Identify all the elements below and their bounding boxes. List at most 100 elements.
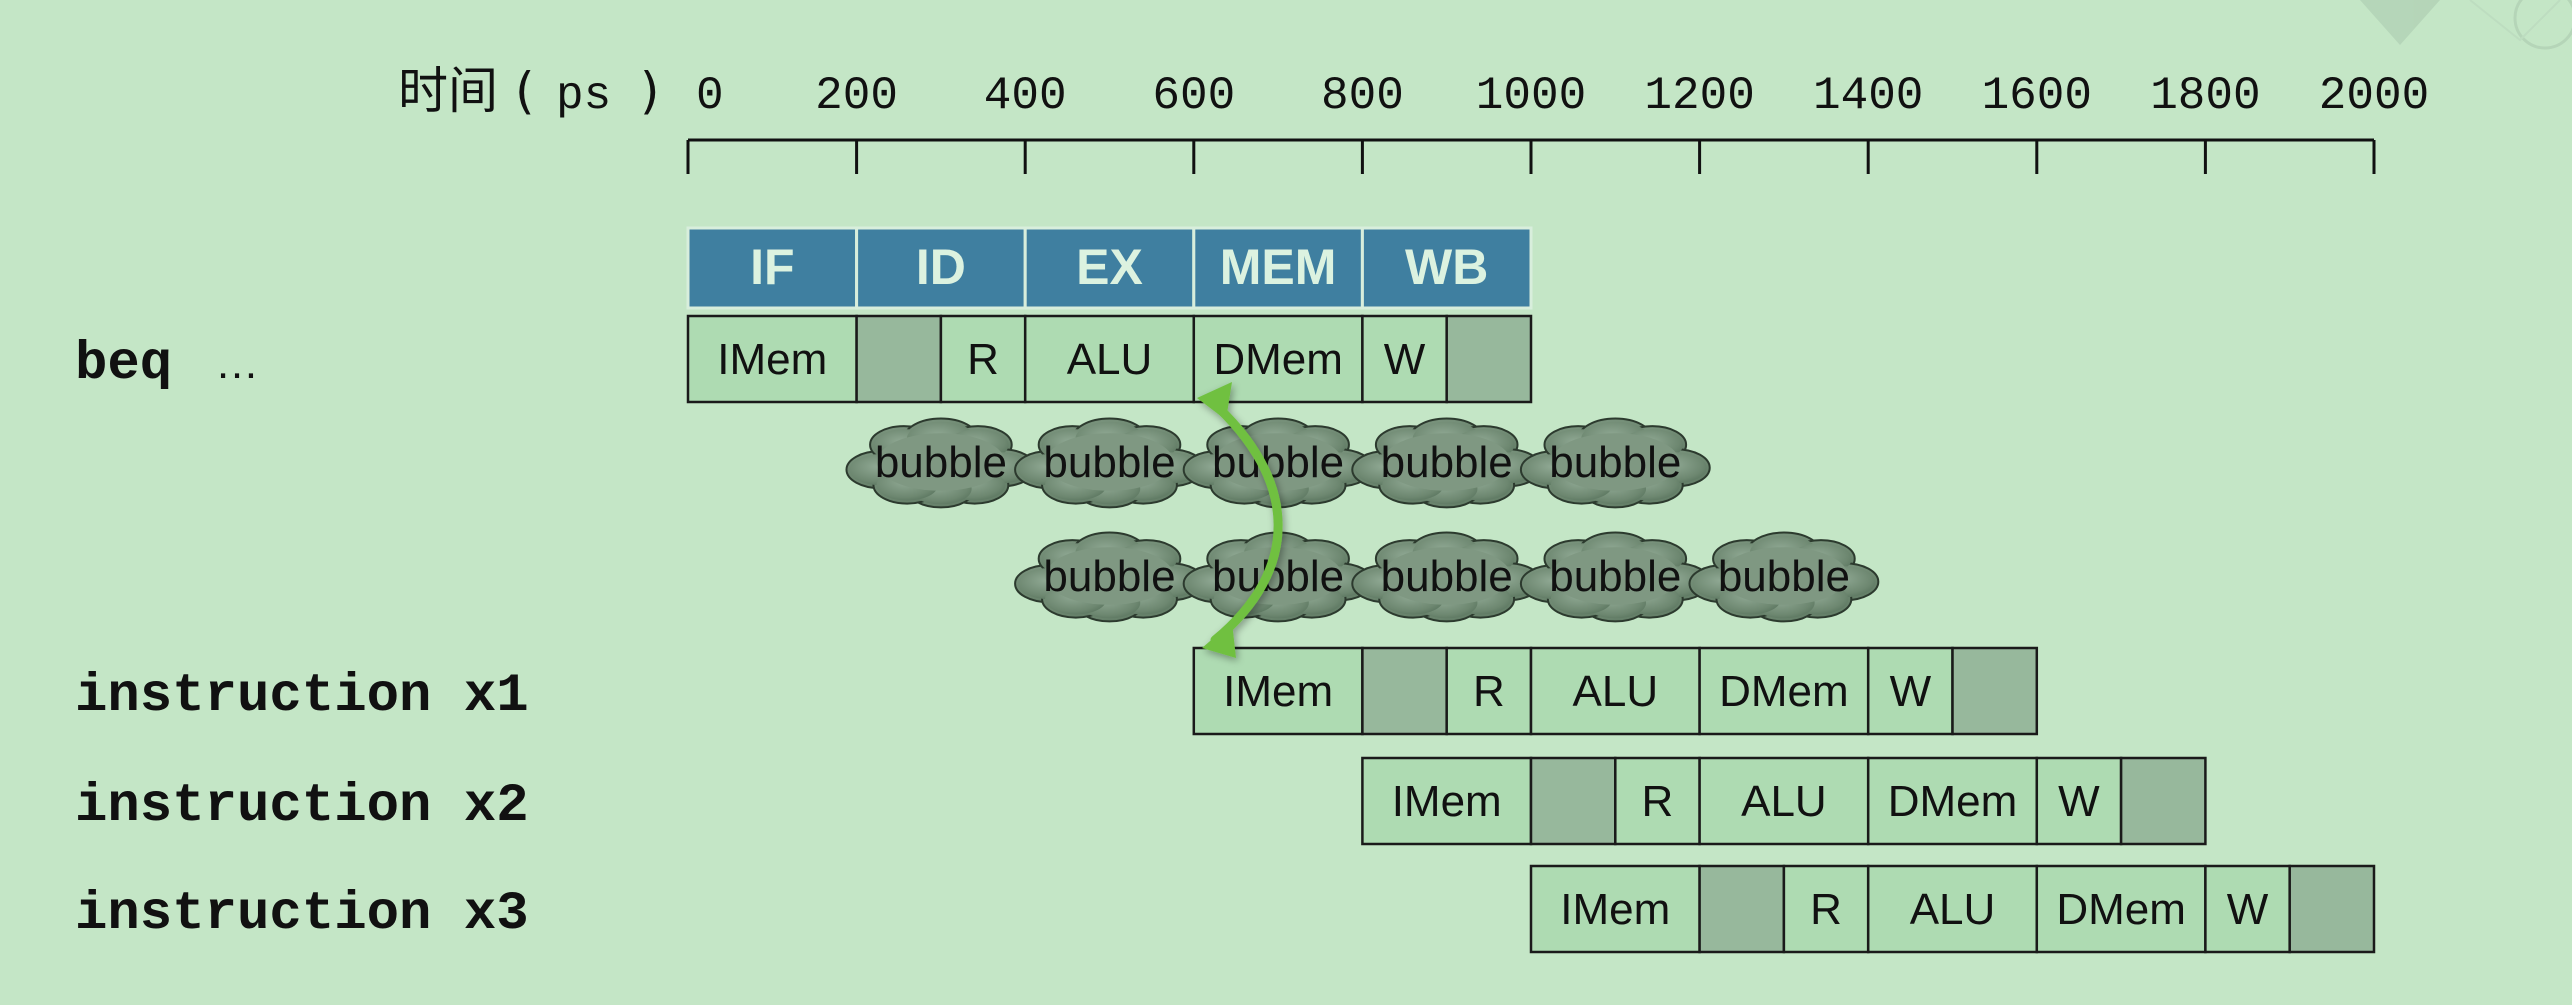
pipeline-cell: [1361, 646, 1448, 736]
bubble-label: bubble: [1381, 552, 1513, 601]
pipeline-cell-label: DMem: [1719, 667, 1849, 716]
pipeline-cell: R: [939, 314, 1027, 404]
stage-header-cell: ID: [855, 226, 1027, 310]
instruction-label: beq: [75, 334, 172, 395]
pipeline-cell: IMem: [686, 314, 858, 404]
pipeline-cell-label: ALU: [1741, 777, 1827, 826]
axis-tick-label: 1800: [2150, 70, 2260, 122]
pipeline-cell: ALU: [1698, 756, 1870, 846]
pipeline-cell-label: W: [1890, 667, 1932, 716]
pipeline-cell: [855, 314, 943, 404]
time-axis: 0 200 400 600 800 1000 1200 1400 1600 1800 2000: [686, 70, 2429, 174]
pipeline-cell: ALU: [1529, 646, 1701, 736]
instruction-label: instruction x1: [75, 666, 529, 727]
stage-header-label: EX: [1076, 239, 1143, 295]
stage-header-label: IF: [750, 239, 794, 295]
bubble-label: bubble: [1043, 438, 1175, 487]
axis-tick-label: 1400: [1813, 70, 1923, 122]
pipeline-cell-label: R: [1473, 667, 1505, 716]
pipeline-cell-label: IMem: [1223, 667, 1333, 716]
bubble-row: bubble bubble bubble bubble bubble: [845, 417, 1711, 509]
pipeline-cell-label: IMem: [1560, 885, 1670, 934]
bubble-label: bubble: [875, 438, 1007, 487]
pipeline-cell-label: DMem: [2056, 885, 2186, 934]
pipeline-cell: R: [1614, 756, 1701, 846]
time-axis-paren-close: ): [640, 62, 660, 120]
axis-tick-label: 400: [984, 70, 1067, 122]
stage-header-cell: EX: [1023, 226, 1196, 310]
bubble-row: bubble bubble bubble bubble bubble: [1014, 531, 1880, 623]
pipeline-cell: IMem: [1192, 646, 1364, 736]
bubble-label: bubble: [1549, 438, 1681, 487]
pipeline-cell: IMem: [1361, 756, 1533, 846]
stage-header-label: ID: [916, 239, 966, 295]
axis-tick-label: 1200: [1644, 70, 1754, 122]
pipeline-cell: DMem: [2035, 864, 2207, 954]
pipeline-cell: ALU: [1023, 314, 1196, 404]
axis-tick-label: 0: [696, 70, 724, 122]
axis-tick-label: 2000: [2319, 70, 2429, 122]
pipeline-cell-label: DMem: [1213, 335, 1343, 384]
bubble-cloud: bubble: [1182, 531, 1374, 623]
bubble-cloud: bubble: [1519, 417, 1711, 509]
bubble-label: bubble: [1043, 552, 1175, 601]
stage-header-label: WB: [1405, 239, 1488, 295]
pipeline-cell-label: IMem: [1392, 777, 1502, 826]
pipeline-cell: R: [1445, 646, 1533, 736]
branch-forward-arrow: [1197, 382, 1283, 658]
instruction-row: instruction x2 IMem R ALU DMem W: [75, 756, 2207, 846]
pipeline-cell-label: R: [1810, 885, 1842, 934]
pipeline-cell-label: W: [1384, 335, 1426, 384]
instruction-label: instruction x3: [75, 884, 529, 945]
bubble-cloud: bubble: [1182, 417, 1374, 509]
pipeline-cell: [2288, 864, 2376, 954]
stage-header-cell: IF: [686, 226, 859, 310]
pipeline-cell: W: [2035, 756, 2123, 846]
instruction-row: instruction x3 IMem R ALU DMem W: [75, 864, 2376, 954]
stage-header: IF ID EX MEM WB: [686, 226, 1533, 310]
instruction-row: beq … IMem R ALU DMem W: [75, 314, 1533, 404]
decorative-ornament: [2360, 0, 2572, 50]
bubble-cloud: bubble: [1519, 531, 1711, 623]
axis-tick-label: 800: [1321, 70, 1404, 122]
pipeline-cell: ALU: [1866, 864, 2039, 954]
bubble-cloud: bubble: [1014, 417, 1205, 509]
pipeline-cell: DMem: [1866, 756, 2039, 846]
stage-header-cell: MEM: [1192, 226, 1364, 310]
bubble-cloud: bubble: [1014, 531, 1205, 623]
bubble-label: bubble: [1212, 438, 1344, 487]
axis-tick-label: 600: [1152, 70, 1235, 122]
pipeline-cell: [1529, 756, 1617, 846]
pipeline-cell-label: ALU: [1067, 335, 1153, 384]
time-axis-paren-open: (: [515, 62, 535, 120]
pipeline-cell-label: ALU: [1910, 885, 1996, 934]
bubble-cloud: bubble: [1688, 531, 1880, 623]
stage-header-cell: WB: [1360, 226, 1533, 310]
pipeline-cell-label: R: [967, 335, 999, 384]
pipeline-cell-label: W: [2058, 777, 2100, 826]
time-axis-label: 时间: [398, 62, 498, 120]
axis-tick-label: 200: [815, 70, 898, 122]
stage-header-label: MEM: [1220, 239, 1337, 295]
pipeline-cell: R: [1782, 864, 1870, 954]
axis-tick-label: 1000: [1476, 70, 1586, 122]
axis-tick-label: 1600: [1982, 70, 2092, 122]
bubble-label: bubble: [1718, 552, 1850, 601]
bubble-cloud: bubble: [1351, 417, 1543, 509]
pipeline-cell: DMem: [1698, 646, 1870, 736]
instruction-label-suffix: …: [215, 339, 259, 388]
pipeline-cell: W: [1361, 314, 1448, 404]
pipeline-cell: W: [1866, 646, 1954, 736]
pipeline-cell: [1698, 864, 1786, 954]
pipeline-cell-label: R: [1642, 777, 1674, 826]
pipeline-cell-label: IMem: [717, 335, 827, 384]
bubble-label: bubble: [1549, 552, 1681, 601]
instruction-row: instruction x1 IMem R ALU DMem W: [75, 646, 2039, 736]
pipeline-cell: IMem: [1529, 864, 1701, 954]
pipeline-cell-label: DMem: [1888, 777, 2018, 826]
pipeline-cell: W: [2204, 864, 2291, 954]
